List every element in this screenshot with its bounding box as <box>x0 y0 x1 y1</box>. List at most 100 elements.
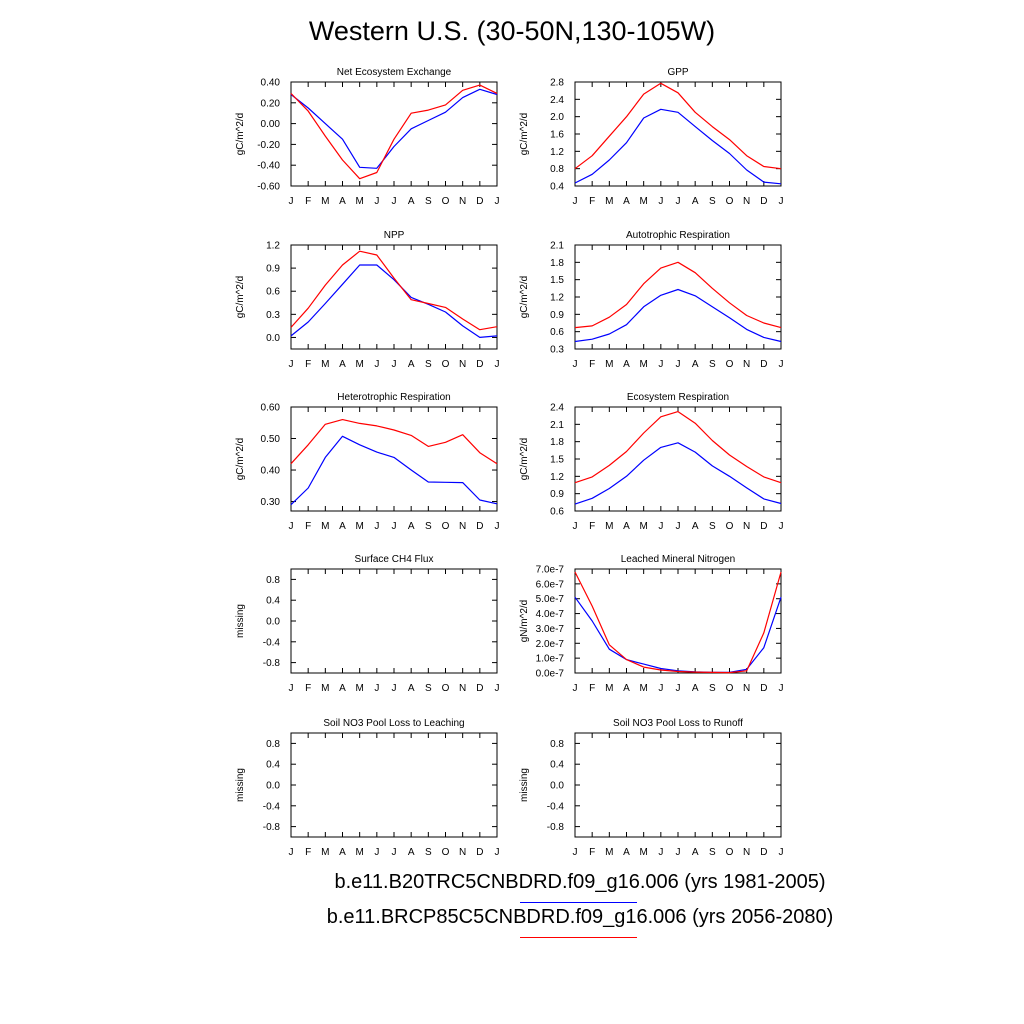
y-tick-label: 0.20 <box>261 98 281 109</box>
x-tick-label: N <box>743 683 750 694</box>
series-line-1 <box>574 596 782 674</box>
plot-frame <box>574 81 782 187</box>
x-tick-label: N <box>743 521 750 532</box>
x-tick-label: A <box>408 683 415 694</box>
x-tick-label: A <box>692 359 699 370</box>
x-tick-label: D <box>476 847 483 858</box>
plot-frame <box>574 406 782 512</box>
x-tick-label: S <box>709 196 716 207</box>
series-line-2 <box>290 250 498 331</box>
y-tick-label: 6.0e-7 <box>536 579 565 590</box>
plot-frame <box>574 732 782 838</box>
x-tick-label: M <box>321 847 329 858</box>
x-tick-label: M <box>639 847 647 858</box>
y-tick-label: 1.2 <box>550 293 564 304</box>
x-tick-label: O <box>442 683 450 694</box>
x-tick-label: D <box>760 521 767 532</box>
x-tick-label: D <box>760 359 767 370</box>
y-axis-label: missing <box>235 604 246 638</box>
y-tick-label: 0.0 <box>266 333 280 344</box>
plot-frame <box>290 81 498 187</box>
y-tick-label: 0.50 <box>261 434 281 445</box>
x-tick-label: J <box>495 196 500 207</box>
y-tick-label: -0.8 <box>263 822 281 833</box>
y-tick-label: -0.4 <box>547 801 565 812</box>
y-axis-label: gC/m^2/d <box>519 113 530 156</box>
y-tick-label: 0.4 <box>266 760 280 771</box>
y-axis-label: gC/m^2/d <box>235 113 246 156</box>
y-tick-label: 2.4 <box>550 403 564 414</box>
figure-title: Western U.S. (30-50N,130-105W) <box>308 16 716 46</box>
y-tick-label: 0.30 <box>261 497 281 508</box>
x-tick-label: O <box>442 521 450 532</box>
x-tick-label: N <box>459 359 466 370</box>
x-tick-label: J <box>676 196 681 207</box>
x-tick-label: A <box>408 359 415 370</box>
panel-title: Ecosystem Respiration <box>627 392 729 403</box>
legend-line-1 <box>520 902 637 903</box>
x-tick-label: M <box>605 847 613 858</box>
x-tick-label: J <box>779 847 784 858</box>
series-line-2 <box>290 419 498 465</box>
x-tick-label: A <box>408 847 415 858</box>
panel-title: Surface CH4 Flux <box>355 554 434 565</box>
panel-title: Soil NO3 Pool Loss to Leaching <box>323 718 464 729</box>
x-tick-label: J <box>392 196 397 207</box>
x-tick-label: O <box>442 196 450 207</box>
x-tick-label: A <box>623 847 630 858</box>
x-tick-label: M <box>639 521 647 532</box>
x-tick-label: M <box>355 521 363 532</box>
x-tick-label: J <box>779 359 784 370</box>
y-tick-label: 0.4 <box>550 760 564 771</box>
y-tick-label: 0.9 <box>550 489 564 500</box>
x-tick-label: A <box>692 196 699 207</box>
x-tick-label: F <box>589 359 595 370</box>
y-tick-label: 0.0 <box>266 617 280 628</box>
y-tick-label: 0.6 <box>550 327 564 338</box>
x-tick-label: J <box>676 847 681 858</box>
plot-frame <box>290 732 498 838</box>
y-tick-label: 2.8 <box>550 78 564 89</box>
series-line-1 <box>290 88 498 169</box>
x-tick-label: M <box>355 847 363 858</box>
y-tick-label: 2.1 <box>550 420 564 431</box>
x-tick-label: M <box>639 359 647 370</box>
x-tick-label: F <box>589 847 595 858</box>
x-tick-label: M <box>355 196 363 207</box>
y-tick-label: 0.8 <box>550 164 564 175</box>
x-tick-label: A <box>339 683 346 694</box>
y-tick-label: 2.4 <box>550 95 564 106</box>
x-tick-label: J <box>779 683 784 694</box>
y-tick-label: 7.0e-7 <box>536 565 565 576</box>
panel-title: Soil NO3 Pool Loss to Runoff <box>613 718 743 729</box>
y-tick-label: 1.2 <box>266 241 280 252</box>
series-line-2 <box>574 261 782 329</box>
y-tick-label: 1.8 <box>550 437 564 448</box>
y-tick-label: -0.8 <box>263 658 281 669</box>
x-tick-label: J <box>289 521 294 532</box>
panel-title: Autotrophic Respiration <box>626 230 730 241</box>
y-tick-label: 0.60 <box>261 403 281 414</box>
y-tick-label: 1.2 <box>550 147 564 158</box>
x-tick-label: A <box>623 683 630 694</box>
x-tick-label: N <box>743 196 750 207</box>
x-tick-label: J <box>374 847 379 858</box>
x-tick-label: J <box>573 683 578 694</box>
y-axis-label: missing <box>235 768 246 802</box>
x-tick-label: A <box>339 847 346 858</box>
y-tick-label: 1.5 <box>550 455 564 466</box>
plot-frame <box>290 406 498 512</box>
plot-frame <box>574 244 782 350</box>
x-tick-label: M <box>321 683 329 694</box>
series-line-2 <box>290 84 498 180</box>
y-tick-label: -0.8 <box>547 822 565 833</box>
y-tick-label: 0.0e-7 <box>536 669 565 680</box>
series-line-1 <box>290 264 498 338</box>
series-line-1 <box>574 288 782 343</box>
x-tick-label: F <box>305 847 311 858</box>
x-tick-label: S <box>425 683 432 694</box>
x-tick-label: A <box>339 196 346 207</box>
x-tick-label: F <box>589 521 595 532</box>
x-tick-label: N <box>459 521 466 532</box>
